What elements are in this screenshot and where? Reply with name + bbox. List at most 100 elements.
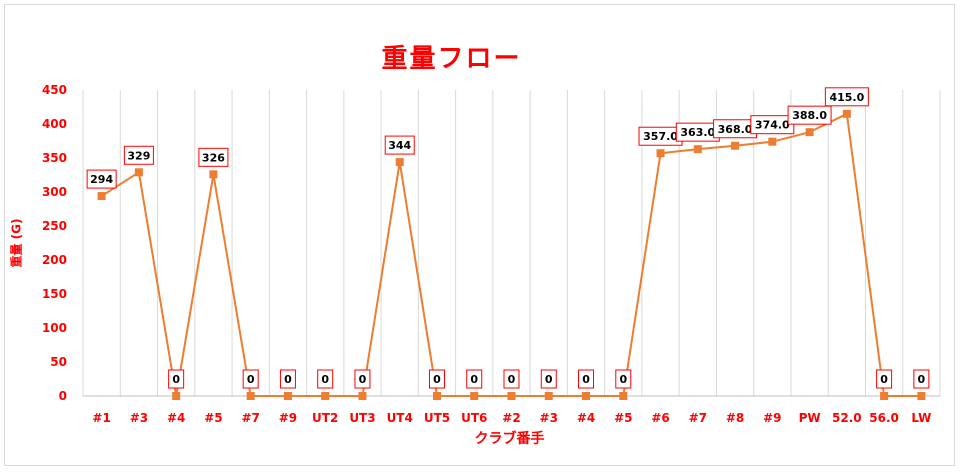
data-label: 0 bbox=[321, 373, 329, 386]
x-tick-label: #7 bbox=[689, 411, 707, 425]
data-point-marker bbox=[470, 392, 479, 400]
data-label-box bbox=[913, 369, 930, 389]
data-label-box bbox=[824, 87, 869, 107]
data-point-marker bbox=[619, 392, 628, 400]
x-tick-label: #5 bbox=[204, 411, 222, 425]
x-tick-label: LW bbox=[911, 411, 931, 425]
data-point-marker bbox=[246, 392, 255, 400]
data-point-marker bbox=[432, 392, 441, 400]
data-label: 0 bbox=[880, 373, 888, 386]
data-label: 0 bbox=[508, 373, 516, 386]
x-tick-label: 52.0 bbox=[832, 411, 862, 425]
data-label-box bbox=[787, 105, 832, 125]
y-tick-label: 350 bbox=[42, 151, 67, 165]
data-label-box bbox=[354, 369, 371, 389]
data-label: 0 bbox=[470, 373, 478, 386]
data-point-marker bbox=[395, 158, 404, 167]
data-point-marker bbox=[582, 392, 591, 400]
data-label-box bbox=[578, 369, 595, 389]
x-tick-label: UT6 bbox=[461, 411, 487, 425]
data-label-box bbox=[123, 145, 154, 165]
data-label-box bbox=[466, 369, 483, 389]
x-axis-label: クラブ番手 bbox=[474, 431, 545, 447]
y-tick-label: 0 bbox=[59, 389, 67, 403]
chart-frame bbox=[4, 4, 955, 466]
data-label-box bbox=[242, 369, 259, 389]
data-label: 0 bbox=[619, 373, 627, 386]
data-point-marker bbox=[805, 128, 814, 137]
data-label-box bbox=[384, 135, 415, 155]
x-tick-label: #8 bbox=[726, 411, 744, 425]
y-tick-label: 250 bbox=[42, 219, 67, 233]
y-tick-label: 450 bbox=[42, 83, 67, 97]
x-tick-label: #3 bbox=[130, 411, 148, 425]
data-label: 0 bbox=[172, 373, 180, 386]
x-tick-label: #7 bbox=[241, 411, 259, 425]
x-tick-label: #4 bbox=[577, 411, 595, 425]
data-point-marker bbox=[768, 137, 777, 146]
x-tick-label: #2 bbox=[502, 411, 520, 425]
data-point-marker bbox=[321, 392, 330, 400]
data-label: 344 bbox=[388, 139, 411, 152]
data-point-marker bbox=[172, 392, 181, 400]
data-point-marker bbox=[731, 141, 740, 150]
data-label: 357.0 bbox=[643, 130, 678, 143]
chart-title: 重量フロー bbox=[381, 44, 522, 74]
y-tick-label: 50 bbox=[50, 355, 67, 369]
data-label: 0 bbox=[545, 373, 553, 386]
data-label-box bbox=[317, 369, 334, 389]
x-tick-label: #1 bbox=[92, 411, 110, 425]
data-label: 329 bbox=[127, 149, 150, 162]
data-label: 415.0 bbox=[829, 91, 864, 104]
y-tick-label: 300 bbox=[42, 185, 67, 199]
x-tick-label: PW bbox=[799, 411, 821, 425]
data-label: 363.0 bbox=[680, 126, 715, 139]
data-point-marker bbox=[134, 168, 143, 177]
y-tick-label: 400 bbox=[42, 117, 67, 131]
x-tick-label: UT5 bbox=[424, 411, 450, 425]
data-point-marker bbox=[97, 192, 106, 201]
x-tick-label: #4 bbox=[167, 411, 185, 425]
data-label-box bbox=[503, 369, 520, 389]
series-line bbox=[97, 109, 926, 400]
x-tick-label: #9 bbox=[763, 411, 781, 425]
data-point-marker bbox=[842, 109, 851, 118]
data-label-box bbox=[279, 369, 296, 389]
data-label-box bbox=[198, 147, 229, 167]
data-label-box bbox=[615, 369, 632, 389]
data-point-marker bbox=[656, 149, 665, 158]
y-tick-label: 100 bbox=[42, 321, 67, 335]
x-tick-label: #9 bbox=[279, 411, 297, 425]
data-point-marker bbox=[544, 392, 553, 400]
data-label: 326 bbox=[202, 151, 225, 164]
gridlines bbox=[82, 90, 941, 396]
data-point-marker bbox=[283, 392, 292, 400]
y-tick-label: 150 bbox=[42, 287, 67, 301]
data-label: 0 bbox=[359, 373, 367, 386]
data-point-marker bbox=[880, 392, 889, 400]
data-label-box bbox=[86, 169, 117, 189]
data-label-box bbox=[168, 369, 185, 389]
data-label-box bbox=[876, 369, 893, 389]
data-label-box bbox=[750, 115, 795, 135]
data-label: 0 bbox=[284, 373, 292, 386]
data-labels: 294 329 0 326 0 0 0 0 344 0 0 0 0 0 0 357.0 363.0 368.0 37… bbox=[86, 87, 930, 389]
y-tick-label: 200 bbox=[42, 253, 67, 267]
data-label: 388.0 bbox=[792, 109, 827, 122]
data-label: 374.0 bbox=[755, 119, 790, 132]
data-point-marker bbox=[209, 170, 218, 179]
data-label: 0 bbox=[582, 373, 590, 386]
data-point-marker bbox=[693, 145, 702, 154]
x-tick-label: #3 bbox=[540, 411, 558, 425]
data-point-marker bbox=[917, 392, 926, 400]
data-label: 0 bbox=[918, 373, 926, 386]
x-tick-label: UT4 bbox=[387, 411, 413, 425]
x-tick-label: #6 bbox=[651, 411, 669, 425]
data-label: 368.0 bbox=[718, 123, 753, 136]
data-label-box bbox=[540, 369, 557, 389]
data-label: 0 bbox=[247, 373, 255, 386]
x-tick-label: UT3 bbox=[349, 411, 375, 425]
x-tick-label: UT2 bbox=[312, 411, 338, 425]
data-point-marker bbox=[358, 392, 367, 400]
